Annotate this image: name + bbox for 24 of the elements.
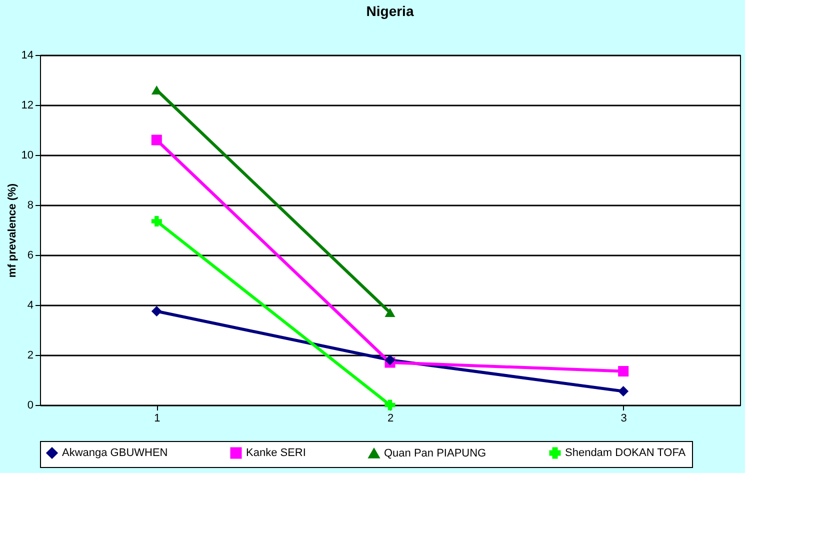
x-tick-label: 1 xyxy=(154,412,160,424)
point xyxy=(384,400,396,410)
point xyxy=(151,306,162,316)
legend-label: Akwanga GBUWHEN xyxy=(62,447,168,459)
x-tick-label: 3 xyxy=(620,412,627,424)
point xyxy=(618,366,629,376)
y-tick-label: 14 xyxy=(21,50,34,62)
x-tick-label: 2 xyxy=(387,412,394,424)
y-axis-title: mf prevalence (%) xyxy=(6,183,18,278)
y-tick-label: 4 xyxy=(27,300,34,312)
y-tick-label: 8 xyxy=(27,200,34,212)
legend-label: Quan Pan PIAPUNG xyxy=(384,447,486,460)
y-tick-label: 12 xyxy=(21,100,34,112)
y-tick-label: 10 xyxy=(21,150,34,162)
y-tick-label: 2 xyxy=(27,350,34,362)
point xyxy=(151,216,162,226)
point xyxy=(384,354,396,366)
point xyxy=(618,386,629,396)
chart-title: Nigeria xyxy=(366,3,414,19)
point xyxy=(151,134,162,146)
legend-label: Shendam DOKAN TOFA xyxy=(565,447,686,459)
legend-label: Kanke SERI xyxy=(246,447,306,459)
y-tick-label: 6 xyxy=(27,250,34,262)
y-tick-label: 0 xyxy=(27,400,34,412)
